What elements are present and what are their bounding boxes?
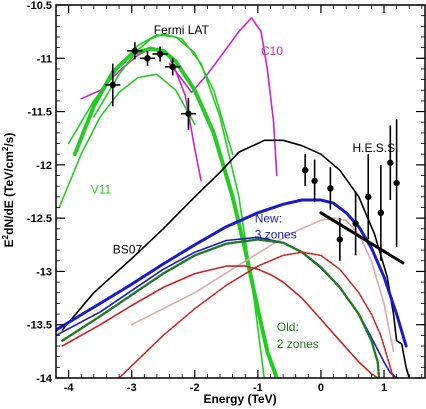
series-line-12 bbox=[56, 198, 408, 348]
series-line-9 bbox=[61, 238, 381, 378]
series-line-2 bbox=[58, 73, 196, 209]
fermi-lat-point bbox=[144, 55, 151, 62]
series-line-3 bbox=[67, 34, 234, 155]
annotation-label: V11 bbox=[91, 183, 112, 197]
annotation-label: Old: bbox=[277, 320, 299, 334]
hess-point bbox=[352, 220, 359, 227]
annotation-label: Fermi LAT bbox=[154, 23, 210, 37]
series-line-13 bbox=[319, 211, 405, 265]
hess-point bbox=[301, 166, 309, 174]
annotations-layer: Fermi LAT C10 H.E.S.S. V11 BS07 New: 3 zones Ol… bbox=[91, 23, 399, 351]
hess-point bbox=[393, 179, 400, 187]
series-line-6 bbox=[61, 139, 410, 378]
x-axis-label: Energy (TeV) bbox=[203, 392, 276, 406]
annotation-label: 3 zones bbox=[255, 227, 297, 241]
y-axis-label-part: dN/dE (TeV/cm bbox=[2, 151, 16, 235]
annotation-label: New: bbox=[255, 211, 282, 225]
hess-point bbox=[377, 209, 385, 217]
series-line-4 bbox=[93, 33, 265, 378]
y-axis-label: E2dN/dE (TeV/cm2/s) bbox=[1, 133, 16, 248]
y-axis-label-sup: 2 bbox=[1, 234, 10, 239]
series-line-11 bbox=[61, 265, 379, 378]
series-line-10 bbox=[118, 251, 395, 378]
x-tick-label: -2 bbox=[190, 382, 200, 394]
axis-ticks-layer: -4 -3 -2 -1 0 1 -14 -13.5 -13 -12.5 -12 -11.5 -11 -10… bbox=[27, 0, 425, 394]
x-tick-label: -3 bbox=[127, 382, 137, 394]
fermi-lat-point bbox=[131, 47, 139, 55]
series-line-1 bbox=[168, 17, 278, 177]
y-axis-label-part: E bbox=[2, 239, 16, 247]
plot-frame bbox=[55, 4, 426, 379]
x-tick-label: 0 bbox=[318, 382, 324, 394]
annotation-label: H.E.S.S. bbox=[352, 141, 398, 155]
series-line-5 bbox=[72, 46, 279, 378]
y-tick-label: -12.5 bbox=[27, 213, 52, 225]
hess-point bbox=[327, 185, 334, 192]
x-tick-label: 1 bbox=[381, 382, 387, 394]
x-tick-label: -1 bbox=[253, 382, 263, 394]
y-axis-label-part: /s) bbox=[2, 133, 16, 147]
y-tick-label: -11.5 bbox=[28, 107, 52, 119]
fermi-lat-point bbox=[156, 50, 164, 58]
fermi-lat-point bbox=[185, 110, 192, 117]
hess-point bbox=[311, 177, 318, 185]
series-line-0 bbox=[80, 47, 202, 182]
hess-point bbox=[365, 193, 372, 201]
series-layer bbox=[56, 17, 410, 378]
fermi-lat-point bbox=[169, 63, 176, 71]
hess-point bbox=[336, 236, 344, 243]
y-tick-label: -14 bbox=[36, 373, 53, 385]
y-tick-label: -13 bbox=[36, 266, 52, 278]
annotation-label: BS07 bbox=[113, 242, 143, 256]
annotation-label: C10 bbox=[261, 44, 283, 58]
y-tick-label: -12 bbox=[36, 160, 52, 172]
y-tick-label: -11 bbox=[37, 53, 52, 65]
y-tick-label: -13.5 bbox=[27, 320, 52, 332]
series-line-8 bbox=[56, 236, 398, 378]
data-points-layer bbox=[105, 42, 400, 261]
fermi-lat-point bbox=[109, 81, 116, 89]
y-tick-label: -10.5 bbox=[27, 0, 52, 12]
annotation-label: 2 zones bbox=[277, 337, 319, 351]
hess-point bbox=[387, 159, 394, 166]
x-tick-label: -4 bbox=[64, 382, 75, 394]
y-axis-label-sup: 2 bbox=[1, 146, 10, 151]
